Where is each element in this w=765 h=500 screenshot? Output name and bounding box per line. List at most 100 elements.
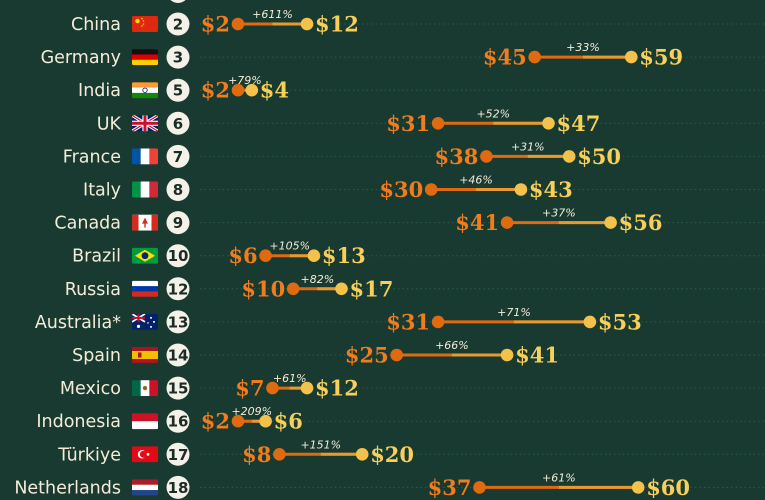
rank-number: 14 bbox=[168, 347, 189, 365]
rank-number: 7 bbox=[173, 148, 183, 166]
rank-circle bbox=[166, 376, 190, 400]
chart-row-australia: Australia* 13 $31 $53 +71% bbox=[35, 306, 765, 334]
end-value-label: $4 bbox=[260, 78, 289, 103]
flag-field bbox=[132, 16, 158, 32]
country-label: UK bbox=[97, 114, 122, 134]
end-value-label: $60 bbox=[646, 475, 690, 500]
italy-band bbox=[140, 181, 150, 198]
country-label: Australia* bbox=[35, 313, 121, 333]
start-value-label: $37 bbox=[428, 475, 472, 500]
start-value-label: $6 bbox=[228, 243, 257, 268]
germany-band bbox=[132, 49, 158, 55]
start-dot bbox=[431, 117, 445, 130]
rank-circle bbox=[166, 144, 190, 168]
end-dot bbox=[631, 481, 645, 494]
start-value-label: $41 bbox=[455, 210, 499, 235]
rank-circle bbox=[166, 244, 190, 268]
rank-number: 6 bbox=[173, 115, 183, 133]
flag-body bbox=[132, 413, 158, 430]
rank-number: 10 bbox=[168, 247, 189, 265]
change-label: +71% bbox=[497, 306, 531, 319]
change-label: +37% bbox=[542, 207, 576, 220]
germany-band bbox=[132, 54, 158, 60]
flag-star bbox=[135, 18, 140, 24]
country-label: China bbox=[71, 15, 121, 35]
rank-circle bbox=[166, 343, 190, 367]
rank-circle bbox=[170, 0, 186, 3]
flag-star bbox=[146, 452, 150, 456]
italy-band bbox=[149, 181, 158, 198]
flag-chakra bbox=[142, 87, 148, 93]
end-value-label: $59 bbox=[639, 45, 683, 70]
flag-crescent-cut bbox=[139, 450, 147, 458]
change-label: +151% bbox=[300, 438, 341, 451]
russia-band bbox=[132, 286, 158, 292]
italy-band bbox=[132, 181, 141, 198]
start-dot bbox=[231, 414, 245, 428]
flag-star bbox=[150, 316, 152, 319]
rank-circle bbox=[166, 475, 190, 499]
end-dot bbox=[259, 414, 272, 428]
country-label: Netherlands bbox=[14, 478, 121, 498]
start-value-label: $7 bbox=[235, 376, 264, 401]
end-value-label: $50 bbox=[577, 144, 621, 169]
flag-band bbox=[132, 351, 158, 359]
start-dot bbox=[431, 315, 445, 329]
india-band bbox=[132, 87, 158, 94]
flag-star bbox=[136, 324, 141, 328]
start-value-label: $38 bbox=[435, 144, 479, 169]
flag-star bbox=[147, 322, 149, 324]
start-dot bbox=[500, 216, 514, 229]
start-dot bbox=[266, 381, 279, 395]
france-band bbox=[149, 148, 158, 165]
chart-row-uk: UK 6 $31 $47 +52% bbox=[97, 107, 765, 136]
chart-row-russia: Russia 12 $10 $17 +82% bbox=[65, 273, 765, 301]
start-dot bbox=[473, 481, 486, 494]
flag-star bbox=[153, 320, 155, 323]
flag-emblem bbox=[138, 352, 142, 358]
end-dot bbox=[514, 183, 528, 196]
rank-circle bbox=[166, 277, 190, 301]
country-label: Canada bbox=[54, 214, 121, 234]
country-label: Russia bbox=[65, 280, 121, 300]
start-value-label: $31 bbox=[386, 309, 430, 334]
flag-band bbox=[132, 413, 158, 422]
change-label: +33% bbox=[566, 41, 600, 54]
france-band bbox=[140, 148, 150, 165]
start-value-label: $31 bbox=[386, 111, 430, 136]
start-value-label: $8 bbox=[242, 442, 271, 467]
rank-number: 15 bbox=[168, 380, 189, 398]
rank-number: 2 bbox=[173, 16, 183, 34]
country-label: Brazil bbox=[72, 247, 121, 267]
netherlands-band bbox=[132, 484, 158, 491]
start-value-label: $10 bbox=[241, 276, 285, 301]
rank-circle bbox=[166, 442, 190, 466]
change-label: +611% bbox=[252, 8, 293, 21]
flag-body bbox=[132, 82, 158, 99]
india-band bbox=[132, 92, 158, 99]
country-label: Mexico bbox=[60, 379, 121, 399]
end-dot bbox=[583, 315, 597, 329]
chart-row-germany: Germany 3 $45 $59 +33% bbox=[41, 41, 765, 70]
flag-body bbox=[132, 214, 158, 231]
end-value-label: $12 bbox=[315, 12, 359, 37]
chart-row-india: India 5 $2 $4+79% bbox=[78, 74, 765, 103]
end-dot bbox=[604, 216, 617, 229]
start-value-label: $2 bbox=[201, 12, 230, 37]
india-band bbox=[132, 82, 158, 88]
end-value-label: $43 bbox=[529, 177, 573, 202]
flag-body bbox=[132, 313, 158, 330]
end-dot bbox=[300, 381, 314, 395]
end-value-label: $53 bbox=[598, 309, 642, 334]
change-label: +209% bbox=[231, 405, 272, 418]
chart-row-france: France 7 $38 $50 +31% bbox=[63, 140, 765, 169]
flag-star bbox=[142, 20, 145, 22]
flag-union-h bbox=[132, 316, 145, 319]
end-dot bbox=[542, 117, 555, 130]
flag-cross-h-red bbox=[132, 121, 158, 125]
start-value-label: $30 bbox=[379, 177, 423, 202]
chart-row-brazil: Brazil 10 $6 $13 +105% bbox=[72, 240, 765, 268]
end-dot bbox=[500, 348, 514, 362]
flag-star bbox=[142, 23, 145, 25]
